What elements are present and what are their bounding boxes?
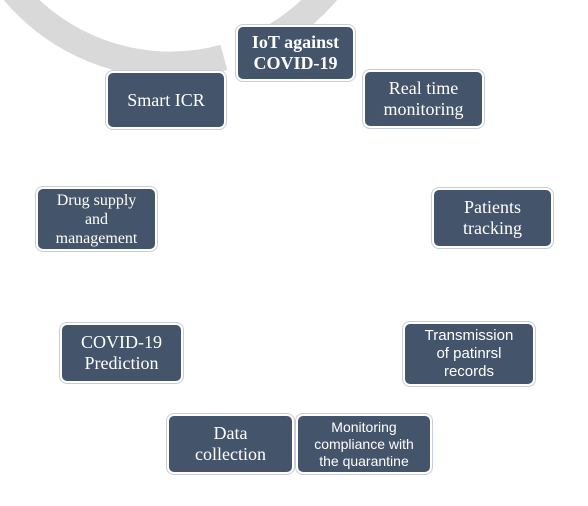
node-patients-tracking: Patients tracking	[432, 188, 553, 248]
node-drug-supply-label: Drug supply and management	[55, 191, 138, 247]
node-real-time-monitoring-label: Real time monitoring	[383, 78, 464, 119]
node-iot-label: IoT against COVID-19	[251, 32, 340, 73]
node-monitoring-compliance-label: Monitoring compliance with the quarantin…	[314, 418, 414, 469]
node-iot-against-covid19: IoT against COVID-19	[236, 25, 355, 81]
node-smart-icr-label: Smart ICR	[127, 89, 205, 110]
node-covid19-prediction-label: COVID-19 Prediction	[81, 332, 162, 373]
node-drug-supply: Drug supply and management	[36, 187, 157, 251]
node-transmission-of-records: Transmission of patinrsl records	[403, 322, 535, 386]
node-smart-icr: Smart ICR	[106, 71, 226, 129]
node-monitoring-compliance: Monitoring compliance with the quarantin…	[296, 414, 432, 474]
node-covid19-prediction: COVID-19 Prediction	[60, 323, 183, 383]
cycle-ring-arc	[3, 0, 338, 78]
node-real-time-monitoring: Real time monitoring	[363, 70, 484, 128]
node-data-collection-label: Data collection	[195, 423, 266, 464]
node-transmission-label: Transmission of patinrsl records	[424, 327, 514, 380]
node-data-collection: Data collection	[167, 414, 294, 474]
node-patients-tracking-label: Patients tracking	[463, 197, 522, 238]
